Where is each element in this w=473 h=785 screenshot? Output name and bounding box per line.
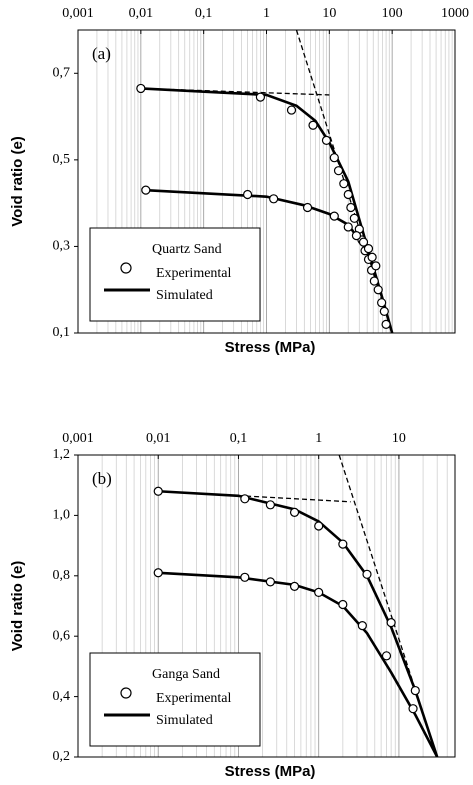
legend-marker <box>120 262 132 274</box>
legend-box <box>89 227 261 322</box>
plot-frame <box>77 29 456 334</box>
y-axis-title: Void ratio (e) <box>9 561 26 652</box>
x-tick-label: 10 <box>392 431 406 446</box>
x-tick-label: 0,001 <box>62 431 94 446</box>
data-point <box>343 222 353 232</box>
data-point <box>302 202 313 213</box>
data-point <box>321 135 332 145</box>
y-tick-label: 0,3 <box>53 239 71 254</box>
data-point <box>136 83 146 94</box>
x-tick-label: 1000 <box>441 6 469 21</box>
legend-label: Simulated <box>156 288 213 303</box>
data-point <box>410 685 420 696</box>
data-point <box>269 194 279 204</box>
x-tick-label: 100 <box>382 6 403 21</box>
data-point <box>308 120 318 130</box>
x-tick-label: 0,1 <box>230 431 248 446</box>
data-point <box>338 539 348 549</box>
y-tick-label: 0,4 <box>53 689 71 704</box>
data-point <box>363 243 374 254</box>
panel: 0,001 0,01 0,1 1 10 100 1000 0,1 0,3 0,5 0,7 (a) Str… <box>9 6 469 356</box>
data-point <box>289 581 300 591</box>
data-point <box>153 568 163 578</box>
data-point <box>369 276 379 286</box>
x-tick-label: 10 <box>322 6 336 21</box>
y-tick-label: 1,0 <box>53 508 71 523</box>
x-tick-label: 0,01 <box>129 6 154 21</box>
x-tick-label: 1 <box>263 6 270 21</box>
data-point <box>351 231 362 241</box>
data-point <box>371 261 381 271</box>
y-axis-title: Void ratio (e) <box>9 136 26 227</box>
legend-title: Quartz Sand <box>152 242 222 257</box>
y-tick-label: 0,1 <box>53 325 71 340</box>
data-point <box>408 704 418 714</box>
data-point <box>265 500 275 510</box>
data-point <box>286 105 297 115</box>
data-point <box>346 202 356 213</box>
plot-frame <box>77 454 456 758</box>
data-point <box>255 92 266 102</box>
panel: 0,001 0,01 0,1 1 10 0,2 0,4 0,6 0,8 1,0 1,2 (b) Stre… <box>9 431 456 780</box>
data-point <box>333 166 344 176</box>
data-point <box>339 179 349 189</box>
data-point <box>240 572 250 582</box>
x-tick-label: 0,1 <box>195 6 213 21</box>
legend-box <box>89 652 261 747</box>
legend-label: Simulated <box>156 713 213 728</box>
x-tick-label: 0,01 <box>146 431 171 446</box>
data-point <box>358 237 369 247</box>
data-point <box>343 189 353 200</box>
data-point <box>386 618 396 628</box>
data-point <box>373 285 383 295</box>
data-point <box>265 577 275 587</box>
x-axis-title: Stress (MPa) <box>225 339 316 356</box>
legend-label: Experimental <box>156 691 232 706</box>
data-point <box>338 599 348 610</box>
x-tick-label: 1 <box>315 431 322 446</box>
x-axis-title: Stress (MPa) <box>225 763 316 780</box>
data-point <box>357 621 367 631</box>
data-point <box>242 189 253 200</box>
data-point <box>349 213 359 223</box>
legend-label: Experimental <box>156 266 232 281</box>
x-tick-label: 0,001 <box>62 6 94 21</box>
y-tick-label: 0,5 <box>53 152 71 167</box>
data-point <box>289 507 300 517</box>
data-point <box>329 153 339 163</box>
data-point <box>141 185 151 195</box>
panel-label: (a) <box>92 44 111 63</box>
data-point <box>314 521 324 531</box>
data-point <box>362 569 372 579</box>
data-point <box>367 252 377 262</box>
data-point <box>381 651 392 661</box>
y-tick-label: 0,2 <box>53 749 71 764</box>
data-point <box>379 306 389 316</box>
legend-title: Ganga Sand <box>152 667 220 682</box>
data-point <box>377 298 387 308</box>
legend-marker <box>120 687 132 699</box>
data-point <box>153 486 163 496</box>
data-point <box>314 587 324 598</box>
data-point <box>381 319 391 329</box>
y-tick-label: 0,6 <box>53 628 71 643</box>
panel-label: (b) <box>92 469 112 488</box>
y-tick-label: 0,7 <box>53 66 71 81</box>
data-point <box>329 211 339 221</box>
y-tick-label: 1,2 <box>53 447 71 462</box>
y-tick-label: 0,8 <box>53 568 71 583</box>
data-point <box>240 494 250 504</box>
